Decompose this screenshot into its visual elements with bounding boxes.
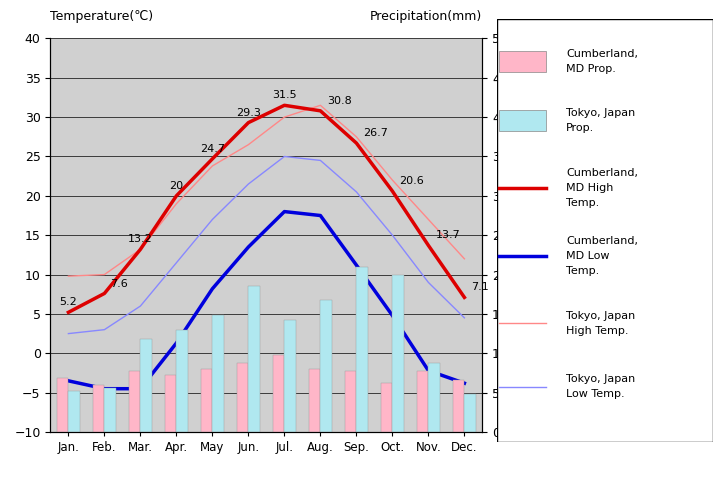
Bar (453, 380, 464, 432)
Text: 20.6: 20.6 (400, 176, 424, 186)
Bar (356, 267, 368, 432)
Text: 20: 20 (169, 181, 184, 191)
Bar (165, 375, 176, 432)
Text: 29.3: 29.3 (236, 108, 261, 118)
Bar (284, 320, 296, 432)
Bar (417, 371, 428, 432)
Text: 7.6: 7.6 (110, 278, 127, 288)
Text: Temp.: Temp. (566, 265, 599, 276)
Bar (237, 363, 248, 432)
Text: 26.7: 26.7 (364, 128, 388, 138)
Text: MD Low: MD Low (566, 251, 609, 261)
Text: High Temp.: High Temp. (566, 326, 629, 336)
Text: Tokyo, Japan: Tokyo, Japan (566, 311, 635, 321)
Text: Tokyo, Japan: Tokyo, Japan (566, 374, 635, 384)
Text: Low Temp.: Low Temp. (566, 389, 624, 399)
Bar (212, 315, 224, 432)
Text: 30.8: 30.8 (328, 96, 352, 106)
Bar (93, 385, 104, 432)
Bar (381, 383, 392, 432)
Text: Cumberland,: Cumberland, (566, 168, 638, 179)
Text: MD Prop.: MD Prop. (566, 64, 616, 74)
Text: 7.1: 7.1 (472, 282, 489, 292)
Bar (248, 287, 260, 432)
Text: 5.2: 5.2 (60, 298, 77, 307)
Bar (345, 371, 356, 432)
Bar (309, 369, 320, 432)
Bar (392, 275, 404, 432)
Bar (201, 369, 212, 432)
Text: Cumberland,: Cumberland, (566, 49, 638, 59)
Bar (464, 394, 476, 432)
Text: 24.7: 24.7 (200, 144, 225, 154)
Text: 31.5: 31.5 (272, 90, 297, 100)
Text: 13.7: 13.7 (436, 230, 460, 240)
Text: 13.2: 13.2 (128, 234, 153, 244)
Bar (104, 388, 116, 432)
Text: MD High: MD High (566, 183, 613, 193)
Bar (499, 110, 546, 131)
Bar (140, 339, 152, 432)
Bar (273, 355, 284, 432)
Bar (68, 391, 80, 432)
Text: Temperature(℃): Temperature(℃) (50, 10, 153, 23)
Text: Precipitation(mm): Precipitation(mm) (370, 10, 482, 23)
Bar (428, 363, 440, 432)
Bar (57, 378, 68, 432)
Bar (320, 300, 332, 432)
Bar (499, 51, 546, 72)
Text: Tokyo, Japan: Tokyo, Japan (566, 108, 635, 118)
Bar (129, 371, 140, 432)
Text: Cumberland,: Cumberland, (566, 236, 638, 246)
Text: Temp.: Temp. (566, 198, 599, 208)
Text: Prop.: Prop. (566, 123, 594, 133)
Bar (176, 330, 188, 432)
